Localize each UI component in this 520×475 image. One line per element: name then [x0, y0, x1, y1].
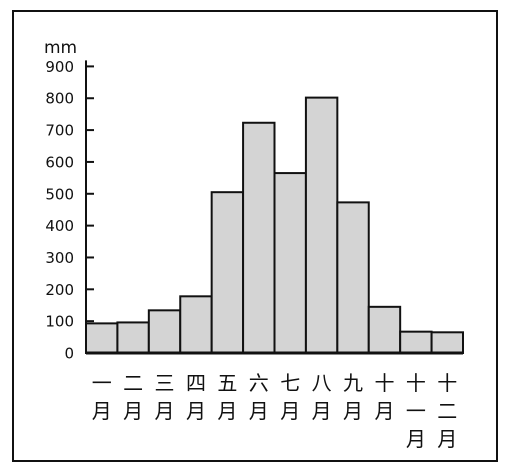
bar	[273, 172, 307, 354]
y-tick-label: 700	[45, 122, 74, 140]
y-tick-label: 100	[45, 313, 74, 331]
x-tick-label: 三月	[155, 371, 175, 423]
bar	[85, 322, 119, 355]
x-tick-label-char: 月	[92, 399, 112, 423]
x-tick-label-char: 月	[249, 399, 269, 423]
x-tick-label-char: 月	[406, 427, 426, 451]
x-tick-label-char: 月	[123, 399, 143, 423]
y-tick-label: 600	[45, 153, 74, 171]
x-tick-label-char: 十	[437, 371, 457, 395]
y-tick-label: 400	[45, 217, 74, 235]
x-tick-label-char: 八	[312, 371, 332, 395]
x-tick-label-char: 月	[280, 399, 300, 423]
bar	[399, 330, 433, 354]
x-tick-label-char: 月	[186, 399, 206, 423]
x-tick-label-char: 四	[186, 371, 206, 395]
x-tick-label: 二月	[123, 371, 143, 423]
x-tick-label: 十月	[374, 371, 394, 423]
bar	[116, 321, 150, 354]
x-tick-label-char: 十	[406, 371, 426, 395]
y-tick-label: 900	[45, 58, 74, 76]
y-tick-label: 0	[64, 345, 74, 363]
x-tick-label: 六月	[249, 371, 269, 423]
x-tick-label: 七月	[280, 371, 300, 423]
y-tick-label: 300	[45, 249, 74, 267]
bar	[430, 331, 465, 355]
x-tick-label-char: 十	[374, 371, 394, 395]
x-tick-label: 一月	[92, 371, 112, 423]
x-tick-label-char: 二	[123, 371, 143, 395]
bar	[210, 191, 245, 354]
x-tick-label: 十一月	[406, 371, 426, 451]
x-tick-label-char: 月	[217, 399, 237, 423]
y-axis-unit-label: mm	[44, 38, 77, 58]
x-tick-label-char: 月	[343, 399, 363, 423]
x-tick-label-char: 九	[343, 371, 363, 395]
y-tick-label: 800	[45, 90, 74, 108]
x-tick-label: 五月	[217, 371, 237, 423]
x-tick-label-char: 六	[249, 371, 269, 395]
x-tick-label-char: 一	[92, 371, 112, 395]
bar	[147, 309, 182, 354]
x-tick-label-char: 七	[280, 371, 300, 395]
bar	[242, 121, 276, 354]
y-tick-label: 500	[45, 185, 74, 203]
x-tick-label-char: 五	[217, 371, 237, 395]
x-tick-label: 九月	[343, 371, 363, 423]
x-tick-label: 四月	[186, 371, 206, 423]
y-tick-label: 200	[45, 281, 74, 299]
x-tick-label: 十二月	[437, 371, 457, 451]
bar	[367, 305, 402, 355]
x-tick-label-char: 月	[437, 427, 457, 451]
x-tick-label-char: 月	[312, 399, 332, 423]
chart-frame	[12, 10, 498, 462]
bars	[85, 96, 465, 355]
x-tick-label-char: 二	[437, 399, 457, 423]
x-tick-label: 八月	[312, 371, 332, 423]
x-tick-label-char: 三	[155, 371, 175, 395]
y-axis-ticks: 0 100 200 300 400 500 600 700 800 900	[45, 58, 94, 363]
x-tick-label-char: 月	[374, 399, 394, 423]
bar	[304, 96, 339, 354]
bar	[336, 201, 370, 354]
bar	[179, 295, 213, 355]
x-tick-label-char: 月	[155, 399, 175, 423]
x-tick-label-char: 一	[406, 399, 426, 423]
